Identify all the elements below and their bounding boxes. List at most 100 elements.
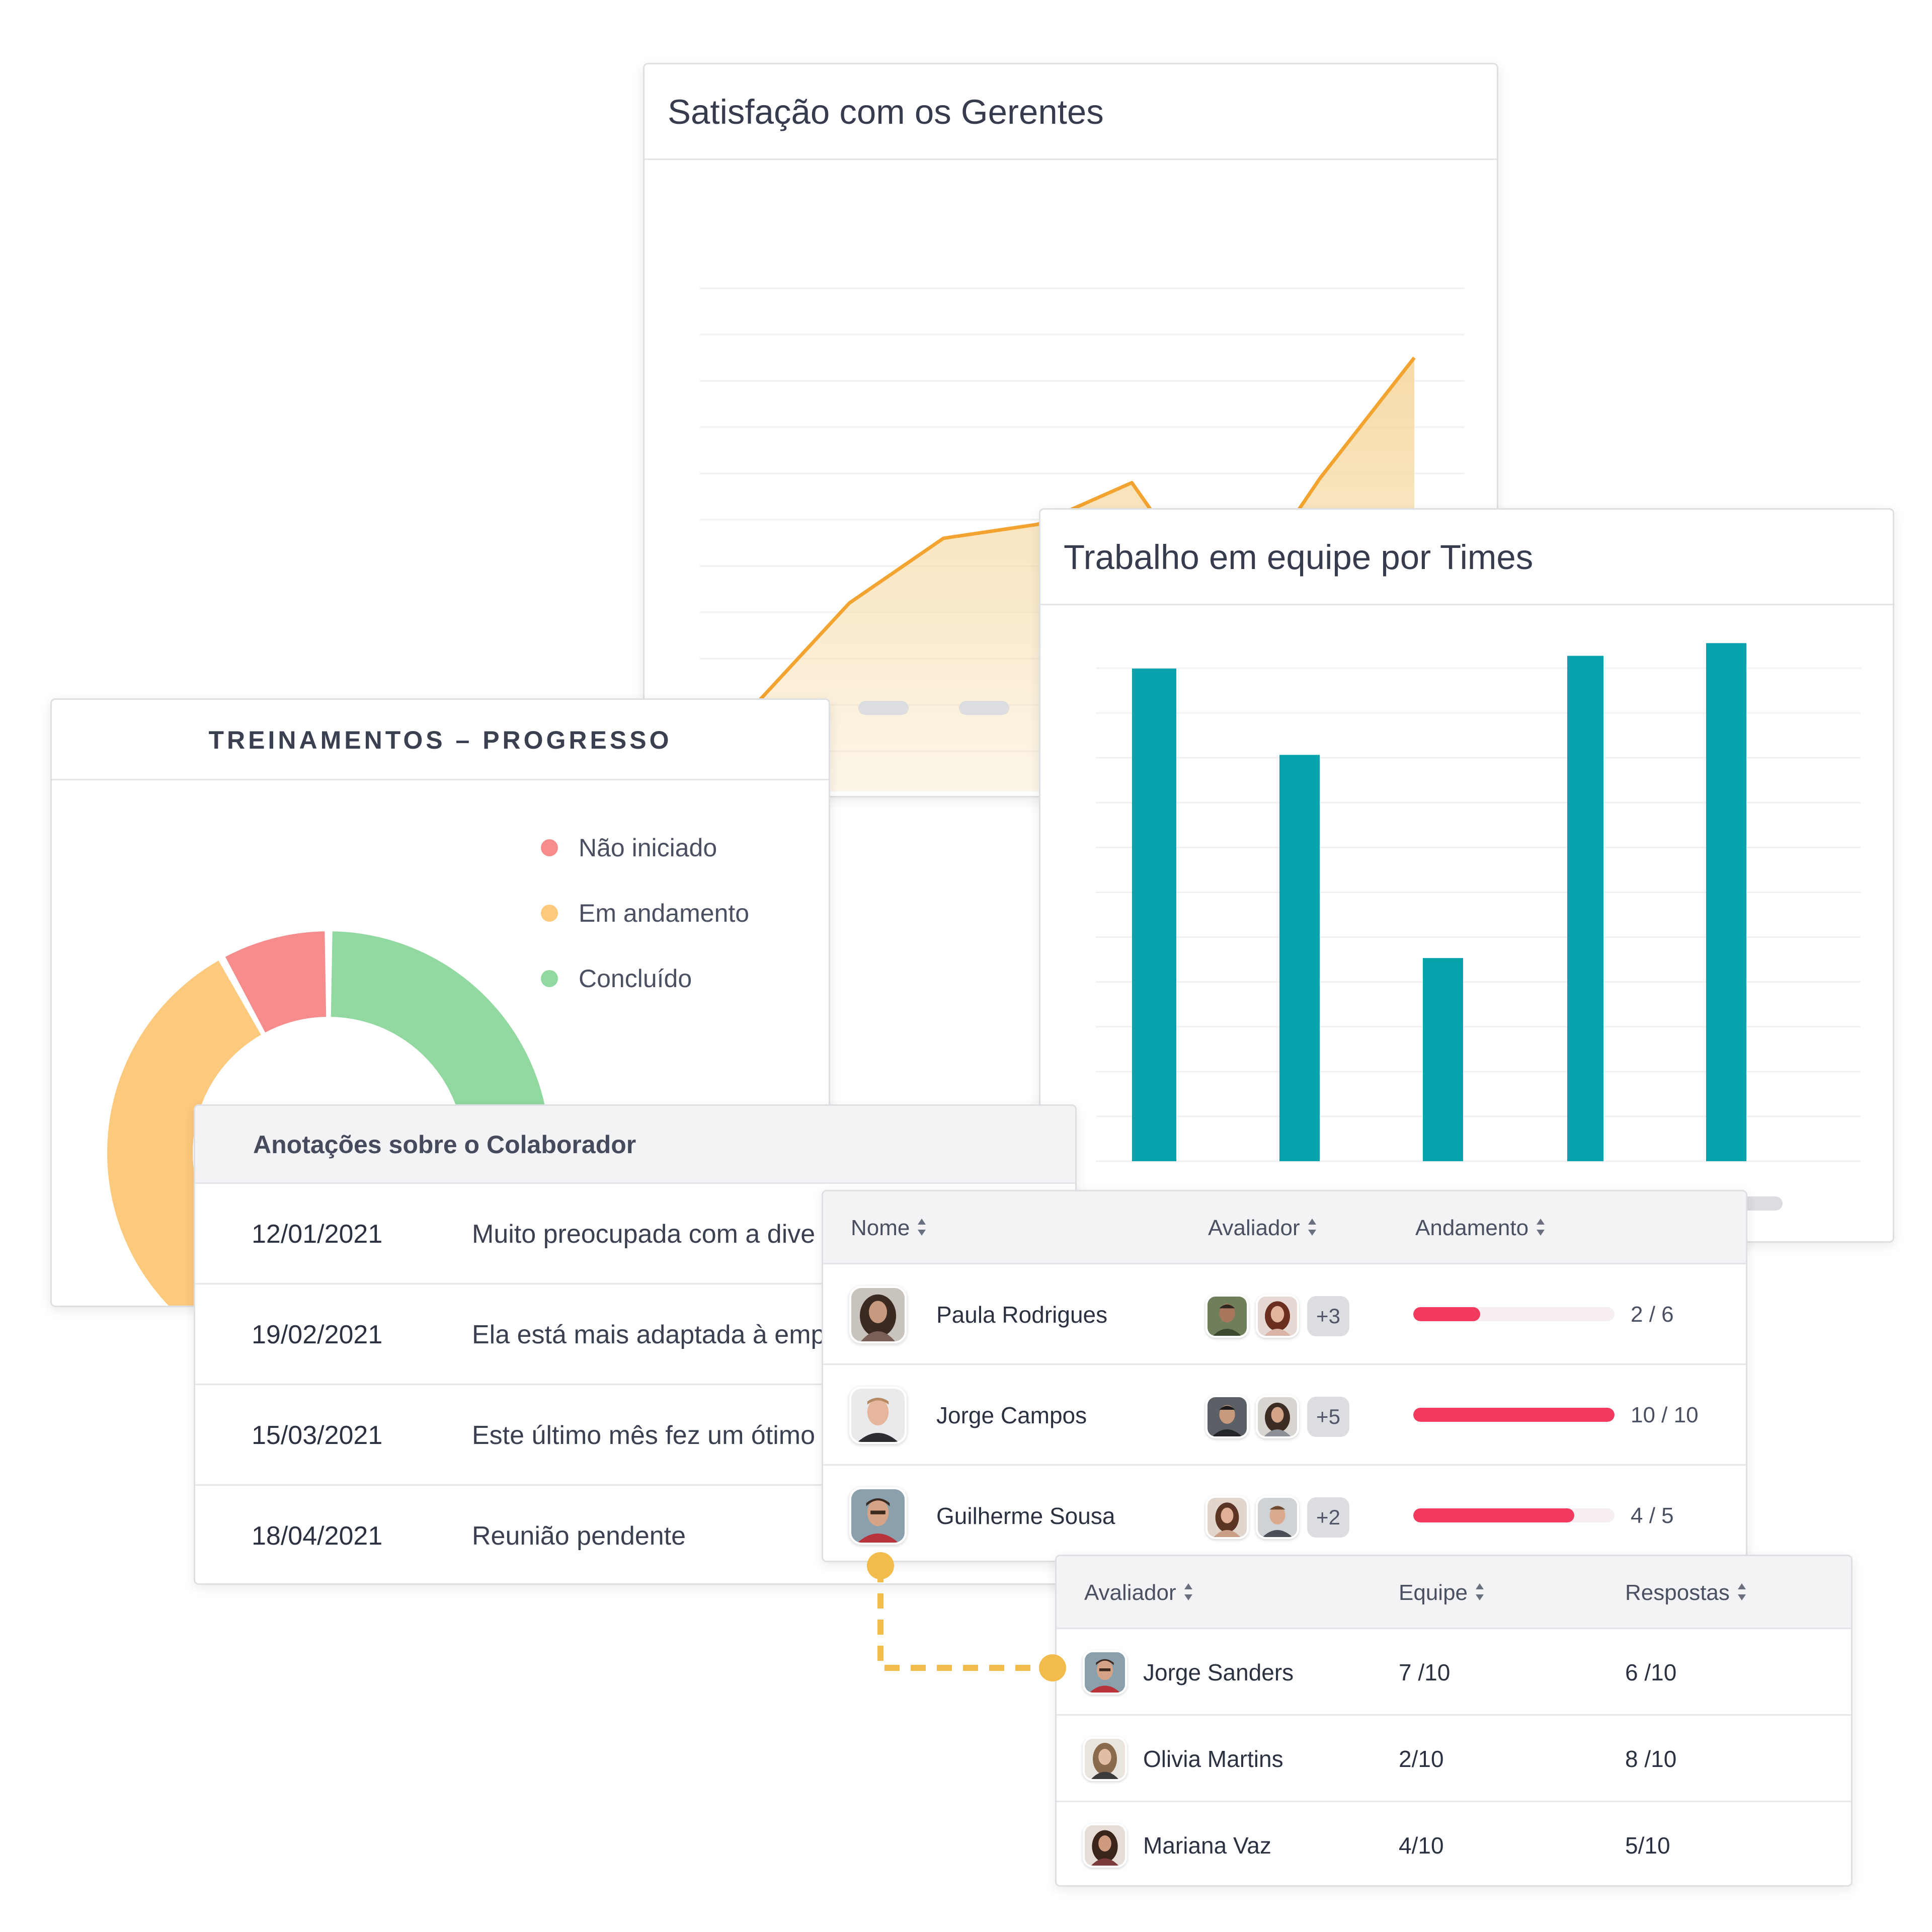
answers-value: 5/10: [1625, 1832, 1670, 1859]
column-header-answers[interactable]: Respostas: [1625, 1556, 1747, 1629]
sort-icon[interactable]: [1475, 1582, 1485, 1601]
card-title: Anotações sobre o Colaborador: [253, 1131, 636, 1159]
answers-value: 8 /10: [1625, 1746, 1677, 1772]
table-row[interactable]: Paula Rodrigues +3 2 / 6: [823, 1264, 1746, 1365]
legend-dot: [541, 905, 558, 922]
avatar[interactable]: [1083, 1650, 1127, 1695]
team-value: 2/10: [1399, 1746, 1444, 1772]
avatar[interactable]: [1205, 1496, 1249, 1539]
avatar[interactable]: [1256, 1496, 1299, 1539]
card-header: Anotações sobre o Colaborador: [195, 1106, 1075, 1184]
note-text: Ela está mais adaptada à emp: [472, 1320, 826, 1349]
column-header-evaluator[interactable]: Avaliador: [1208, 1191, 1317, 1264]
data-point: [1037, 524, 1038, 525]
bar: [1132, 668, 1176, 1161]
table-header: Avaliador Equipe Respostas: [1057, 1556, 1851, 1629]
sort-icon[interactable]: [1183, 1582, 1193, 1601]
column-header-label: Equipe: [1399, 1580, 1468, 1605]
bar: [1706, 643, 1746, 1161]
table-row[interactable]: Jorge Campos +5 10 / 10: [823, 1365, 1746, 1466]
note-date: 12/01/2021: [252, 1220, 383, 1249]
bar: [1423, 958, 1463, 1161]
avatar[interactable]: [849, 1387, 907, 1444]
more-evaluators-badge[interactable]: +2: [1307, 1497, 1349, 1538]
legend-dot: [541, 839, 558, 856]
bar: [1567, 656, 1603, 1161]
collaborator-name: Guilherme Sousa: [936, 1503, 1115, 1529]
x-tick-label: [959, 701, 1009, 715]
collaborator-name: Paula Rodrigues: [936, 1302, 1108, 1328]
sort-icon[interactable]: [1536, 1218, 1546, 1237]
series-line: [754, 356, 1416, 706]
column-header-label: Respostas: [1625, 1580, 1730, 1605]
evaluator-name: Mariana Vaz: [1143, 1832, 1271, 1859]
answers-value: 6 /10: [1625, 1659, 1677, 1685]
table-row[interactable]: Mariana Vaz 4/10 5/10: [1057, 1802, 1851, 1885]
column-header-progress[interactable]: Andamento: [1415, 1191, 1546, 1264]
more-evaluators-badge[interactable]: +5: [1307, 1397, 1349, 1437]
avatar[interactable]: [1205, 1295, 1249, 1338]
more-evaluators-badge[interactable]: +3: [1307, 1296, 1349, 1336]
column-header-label: Avaliador: [1084, 1580, 1176, 1605]
table-row[interactable]: Guilherme Sousa +2 4 / 5: [823, 1466, 1746, 1561]
collaborators-table: Nome Avaliador Andamento Paula Rodrigues…: [822, 1190, 1747, 1562]
column-header-team[interactable]: Equipe: [1399, 1556, 1485, 1629]
evaluator-name: Olivia Martins: [1143, 1746, 1283, 1772]
avatar[interactable]: [1256, 1295, 1299, 1338]
table-header: Nome Avaliador Andamento: [823, 1191, 1746, 1264]
note-date: 15/03/2021: [252, 1421, 383, 1450]
column-header-name[interactable]: Nome: [851, 1191, 927, 1264]
note-row[interactable]: 18/04/2021 Reunião pendente: [195, 1486, 1075, 1583]
avatar[interactable]: [849, 1286, 907, 1343]
table-row[interactable]: Olivia Martins 2/10 8 /10: [1057, 1716, 1851, 1802]
evaluator-avatars: +5: [1205, 1395, 1366, 1438]
note-text: Muito preocupada com a dive: [472, 1220, 816, 1249]
avatar[interactable]: [1256, 1395, 1299, 1438]
card-header: TREINAMENTOS – PROGRESSO: [52, 700, 829, 780]
note-text: Este último mês fez um ótimo: [472, 1421, 815, 1450]
note-text: Reunião pendente: [472, 1521, 686, 1551]
progress-fill: [1413, 1307, 1481, 1321]
progress-fill: [1413, 1508, 1574, 1522]
note-row[interactable]: 15/03/2021 Este último mês fez um ótimo: [195, 1385, 1075, 1486]
legend-label: Concluído: [579, 964, 692, 993]
sort-icon[interactable]: [1737, 1582, 1747, 1601]
avatar[interactable]: [1083, 1823, 1127, 1868]
evaluator-avatars: +3: [1205, 1295, 1366, 1338]
column-header-label: Andamento: [1415, 1216, 1529, 1240]
note-row[interactable]: 19/02/2021 Ela está mais adaptada à emp: [195, 1284, 1075, 1385]
sort-icon[interactable]: [1307, 1218, 1317, 1237]
note-date: 18/04/2021: [252, 1521, 383, 1551]
progress-text: 4 / 5: [1631, 1503, 1674, 1528]
legend-label: Não iniciado: [579, 834, 717, 862]
progress-bar: [1413, 1508, 1615, 1522]
card-header: Satisfação com os Gerentes: [645, 64, 1497, 160]
avatar[interactable]: [1083, 1737, 1127, 1781]
legend-dot: [541, 970, 558, 987]
column-header-evaluator[interactable]: Avaliador: [1084, 1556, 1193, 1629]
card-title: Trabalho em equipe por Times: [1064, 538, 1534, 577]
avatar[interactable]: [849, 1487, 907, 1545]
evaluator-avatars: +2: [1205, 1496, 1366, 1539]
x-tick-label: [858, 701, 909, 715]
column-header-label: Nome: [851, 1216, 910, 1240]
progress-fill: [1413, 1408, 1615, 1422]
progress-text: 10 / 10: [1631, 1403, 1699, 1427]
column-header-label: Avaliador: [1208, 1216, 1300, 1240]
card-header: Trabalho em equipe por Times: [1040, 510, 1893, 605]
table-row[interactable]: Jorge Sanders 7 /10 6 /10: [1057, 1629, 1851, 1716]
team-value: 4/10: [1399, 1832, 1444, 1859]
avatar[interactable]: [1205, 1395, 1249, 1438]
team-value: 7 /10: [1399, 1659, 1451, 1685]
note-date: 19/02/2021: [252, 1320, 383, 1349]
card-title: TREINAMENTOS – PROGRESSO: [208, 726, 672, 754]
legend-label: Em andamento: [579, 899, 750, 927]
card-title: Satisfação com os Gerentes: [668, 93, 1104, 131]
evaluator-name: Jorge Sanders: [1143, 1659, 1294, 1685]
collaborator-name: Jorge Campos: [936, 1402, 1087, 1428]
note-row[interactable]: 12/01/2021 Muito preocupada com a dive: [195, 1184, 1075, 1284]
teamwork-card: Trabalho em equipe por Times: [1039, 508, 1894, 1243]
progress-bar: [1413, 1307, 1615, 1321]
sort-icon[interactable]: [917, 1218, 927, 1237]
progress-bar: [1413, 1408, 1615, 1422]
